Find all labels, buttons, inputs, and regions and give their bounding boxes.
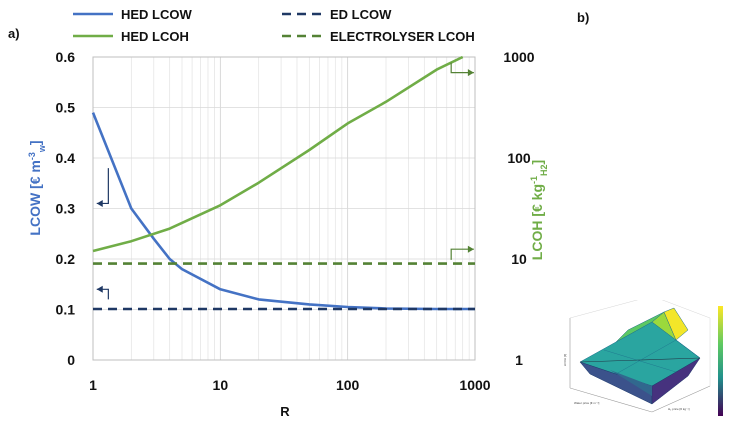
surface-plot-colorbar <box>718 306 723 416</box>
surface-plot-y-label: H₂ price [€ kg⁻¹] <box>668 407 690 411</box>
surface-plot-axes <box>569 295 711 413</box>
series-line-hed-lcow <box>91 112 475 311</box>
legend: HED LCOW ED LCOW HED LCOH ELECTROLYSER LCOH <box>73 7 475 44</box>
arrow-hed-lcow-head <box>96 199 103 207</box>
y-axis-right-label: LCOH [€ kg-1H2] <box>529 160 549 260</box>
legend-label: ELECTROLYSER LCOH <box>330 29 475 44</box>
y-right-tick-label: 1 <box>515 352 523 368</box>
arrow-hed-lcoh <box>450 62 474 74</box>
arrow-hed-lcoh-head <box>467 69 474 77</box>
tick-labels: 0 0.1 0.2 0.3 0.4 0.5 0.6 1 10 100 1000 1 10 100 1000 <box>56 49 535 393</box>
arrow-electrolyser-lcoh-head <box>467 245 474 253</box>
y-left-tick-label: 0 <box>67 352 75 368</box>
series-line-hed-lcoh <box>92 55 464 253</box>
arrow-hed-lcow <box>96 168 109 205</box>
arrow-electrolyser-lcoh <box>450 248 474 260</box>
y-left-tick-label: 0.1 <box>56 302 76 318</box>
x-tick-label: 100 <box>336 377 360 393</box>
x-tick-label: 10 <box>213 377 229 393</box>
panel-label-a: a) <box>8 26 20 41</box>
arrow-ed-lcow-head <box>96 285 103 293</box>
plot-border <box>92 56 476 361</box>
y-left-tick-label: 0.2 <box>56 251 76 267</box>
x-axis-label: R <box>280 404 290 419</box>
grid-lines <box>92 56 475 361</box>
y-left-tick-label: 0.3 <box>56 201 76 217</box>
series-layer <box>91 55 475 311</box>
y-right-tick-label: 10 <box>511 251 527 267</box>
surface-plot-x-label: Water price [€ m⁻³] <box>574 401 599 405</box>
legend-label: HED LCOH <box>121 29 189 44</box>
plot-area <box>92 56 476 361</box>
y-right-tick-label: 1000 <box>503 49 534 65</box>
surface-plot-inset: LCOH [€] Water price [€ m⁻³] H₂ price [€… <box>560 295 732 423</box>
y-left-tick-label: 0.6 <box>56 49 76 65</box>
y-axis-left-label: LCOW [€ m-3w] <box>27 140 47 235</box>
y-right-tick-label: 100 <box>507 150 531 166</box>
x-tick-label: 1 <box>89 377 97 393</box>
legend-label: ED LCOW <box>330 7 392 22</box>
x-tick-label: 1000 <box>459 377 490 393</box>
surface-plot-z-label: LCOH [€] <box>563 354 567 367</box>
y-left-tick-label: 0.5 <box>56 100 76 116</box>
surface-plot-surface <box>579 307 701 405</box>
y-left-tick-label: 0.4 <box>56 150 76 166</box>
axis-indicator-arrows <box>96 62 474 300</box>
legend-label: HED LCOW <box>121 7 193 22</box>
panel-label-b: b) <box>577 10 590 25</box>
